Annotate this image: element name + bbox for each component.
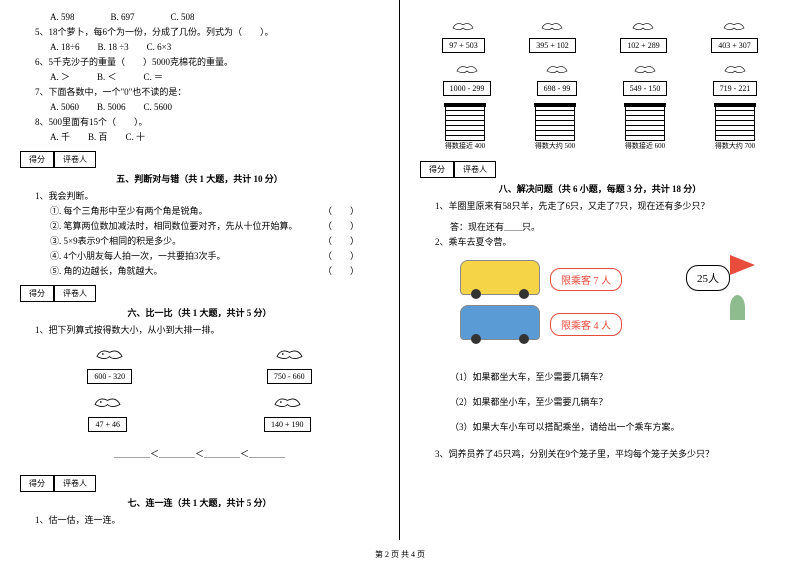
- j4: ④. 4个小朋友每人拍一次，一共要拍3次手。: [50, 249, 226, 262]
- expr-4: 140 + 190: [264, 417, 311, 432]
- bird-row-1: 600 - 320 750 - 660: [20, 344, 379, 384]
- r-expr-6: 698 - 99: [537, 81, 578, 96]
- p2-3: （3）如果大车小车可以搭配乘坐，请给出一个乘车方案。: [450, 420, 780, 433]
- score-label: 得分: [20, 151, 54, 168]
- page-footer: 第 2 页 共 4 页: [0, 549, 800, 560]
- compare-intro: 1、把下列算式按得数大小，从小到大排一排。: [35, 323, 379, 336]
- grader-label: 评卷人: [54, 475, 96, 492]
- building-icon: [535, 106, 575, 141]
- q4-options: A. 598 B. 697 C. 508: [50, 10, 379, 23]
- bird-icon: [270, 392, 305, 417]
- p2: 2、乘车去夏令营。: [435, 235, 780, 248]
- p1-answer: 答：现在还有＿＿只。: [450, 220, 780, 233]
- left-column: A. 598 B. 697 C. 508 5、18个萝卜，每6个为一份，分成了几…: [0, 0, 400, 540]
- r-expr-3: 102 + 289: [620, 38, 667, 53]
- section-7-title: 七、连一连（共 1 大题，共计 5 分）: [20, 496, 379, 509]
- expr-2: 750 - 660: [267, 369, 312, 384]
- building-icon: [445, 106, 485, 141]
- r-expr-2: 395 + 102: [529, 38, 576, 53]
- q8: 8、500里面有15个（ ）。: [35, 115, 379, 128]
- q6: 6、5千克沙子的重量（ ）5000克棉花的重量。: [35, 55, 379, 68]
- section-8-title: 八、解决问题（共 6 小题，每题 3 分，共计 18 分）: [420, 182, 780, 195]
- judge-intro: 1、我会判断。: [35, 189, 379, 202]
- p2-2: （2）如果都坐小车，至少需要几辆车？: [450, 395, 780, 408]
- section-6-title: 六、比一比（共 1 大题，共计 5 分）: [20, 306, 379, 319]
- bird-icon: [538, 18, 566, 38]
- link-intro: 1、估一估，连一连。: [35, 513, 379, 526]
- q7: 7、下面各数中，一个"0"也不读的是：: [35, 85, 379, 98]
- bird-icon: [449, 18, 477, 38]
- bus4-label: 限乘客 4 人: [550, 313, 622, 336]
- j3: ③. 5×9表示9个相同的积是多少。: [50, 234, 181, 247]
- people-count: 25人: [686, 265, 730, 291]
- score-box-6: 得分 评卷人: [20, 285, 379, 302]
- r-expr-5: 1000 - 299: [443, 81, 492, 96]
- q5-options: A. 18÷6 B. 18 ÷3 C. 6×3: [50, 40, 379, 53]
- q5: 5、18个萝卜，每6个为一份，分成了几份。列式为（ ）。: [35, 25, 379, 38]
- bird-icon: [721, 61, 749, 81]
- r-expr-4: 403 + 307: [711, 38, 758, 53]
- bird-icon: [92, 344, 127, 369]
- buildings: 得数接近 400 得数大约 500 得数接近 600 得数大约 700: [420, 106, 780, 151]
- paren: （ ）: [323, 204, 359, 217]
- paren: （ ）: [323, 219, 359, 232]
- bird-icon: [629, 18, 657, 38]
- expr-3: 47 + 46: [88, 417, 127, 432]
- bird-row-top-1: 97 + 503 395 + 102 102 + 289 403 + 307: [420, 18, 780, 53]
- flag-icon: [730, 255, 760, 325]
- bl4: 得数大约 700: [715, 141, 755, 151]
- p3: 3、饲养员养了45只鸡，分别关在9个笼子里，平均每个笼子关多少只？: [435, 447, 780, 460]
- section-5-title: 五、判断对与错（共 1 大题，共计 10 分）: [20, 172, 379, 185]
- score-box-8: 得分 评卷人: [420, 161, 780, 178]
- bird-row-2: 47 + 46 140 + 190: [20, 392, 379, 432]
- bus-large-icon: [460, 260, 540, 295]
- bird-icon: [90, 392, 125, 417]
- q7-options: A. 5060 B. 5006 C. 5600: [50, 100, 379, 113]
- building-icon: [625, 106, 665, 141]
- bus-small-icon: [460, 305, 540, 340]
- score-label: 得分: [20, 475, 54, 492]
- bird-icon: [631, 61, 659, 81]
- compare-blanks: ＿＿＿＿＜＿＿＿＿＜＿＿＿＿＜＿＿＿＿: [20, 447, 379, 460]
- p1: 1、羊圈里原来有58只羊，先走了6只，又走了7只，现在还有多少只？: [435, 199, 780, 212]
- paren: （ ）: [323, 249, 359, 262]
- paren: （ ）: [323, 234, 359, 247]
- q8-options: A. 千 B. 百 C. 十: [50, 130, 379, 143]
- j5: ⑤. 角的边越长，角就越大。: [50, 264, 163, 277]
- bird-row-top-2: 1000 - 299 698 - 99 549 - 150 719 - 221: [420, 61, 780, 96]
- right-column: 97 + 503 395 + 102 102 + 289 403 + 307 1…: [400, 0, 800, 540]
- score-box-7: 得分 评卷人: [20, 475, 379, 492]
- p2-1: （1）如果都坐大车，至少需要几辆车？: [450, 370, 780, 383]
- q6-options: A. ＞ B. ＜ C. ＝: [50, 70, 379, 83]
- score-label: 得分: [20, 285, 54, 302]
- bird-icon: [453, 61, 481, 81]
- bl1: 得数接近 400: [445, 141, 485, 151]
- bird-icon: [543, 61, 571, 81]
- score-label: 得分: [420, 161, 454, 178]
- r-expr-7: 549 - 150: [623, 81, 668, 96]
- grader-label: 评卷人: [54, 151, 96, 168]
- j2: ②. 笔算两位数加减法时，相同数位要对齐，先从十位开始算。: [50, 219, 298, 232]
- paren: （ ）: [323, 264, 359, 277]
- bird-icon: [272, 344, 307, 369]
- grader-label: 评卷人: [54, 285, 96, 302]
- score-box-5: 得分 评卷人: [20, 151, 379, 168]
- bus-diagram: 限乘客 7 人 限乘客 4 人 25人: [420, 250, 780, 370]
- r-expr-8: 719 - 221: [713, 81, 758, 96]
- bus7-label: 限乘客 7 人: [550, 268, 622, 291]
- expr-1: 600 - 320: [87, 369, 132, 384]
- grader-label: 评卷人: [454, 161, 496, 178]
- building-icon: [715, 106, 755, 141]
- j1: ①. 每个三角形中至少有两个角是锐角。: [50, 204, 208, 217]
- bl2: 得数大约 500: [535, 141, 575, 151]
- r-expr-1: 97 + 503: [442, 38, 485, 53]
- bl3: 得数接近 600: [625, 141, 665, 151]
- bird-icon: [720, 18, 748, 38]
